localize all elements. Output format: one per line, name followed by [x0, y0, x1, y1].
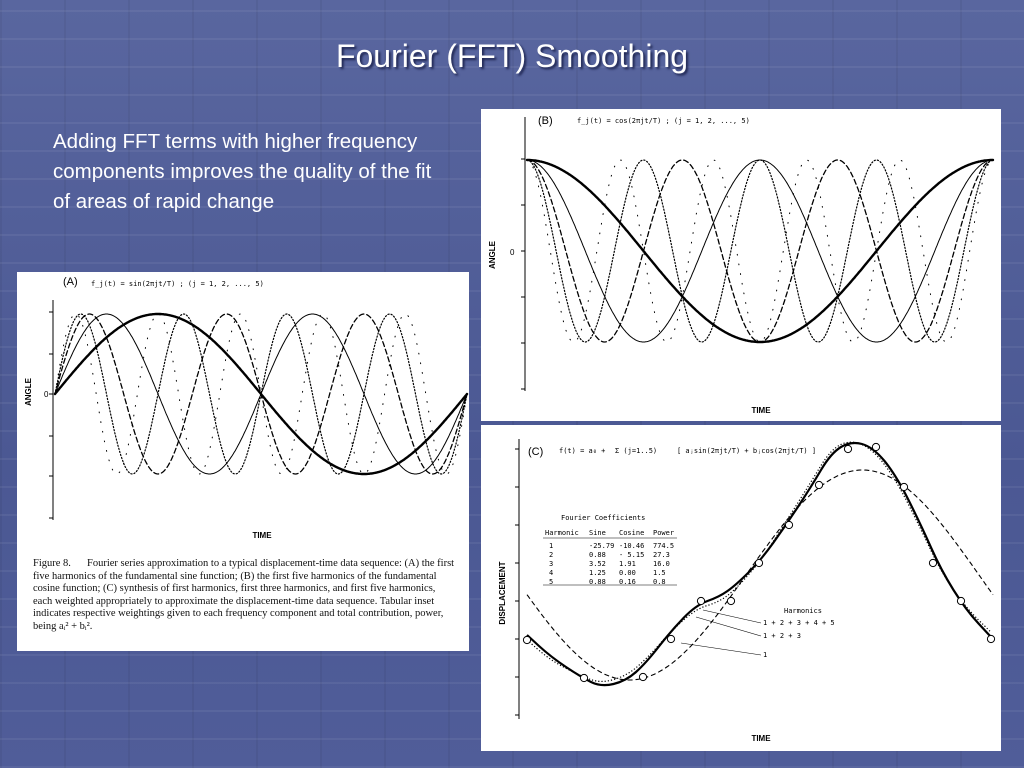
- panel-a-plot: (A) f_j(t) = sin(2πjt/T) ; (j = 1, 2, ..…: [24, 276, 469, 540]
- table-cell-2-0: 3: [549, 560, 553, 568]
- data-point-marker-2: [638, 672, 648, 682]
- data-point-marker-3: [666, 634, 676, 644]
- table-cell-3-2: 0.00: [619, 569, 636, 577]
- panel-a-harmonic-5: [54, 313, 468, 475]
- figure-panel-c: (C) f(t) = a₀ + Σ (j=1..5) [ aⱼsin(2πjt/…: [481, 425, 1001, 751]
- table-cell-3-0: 4: [549, 569, 553, 577]
- panel-c-curves: [522, 441, 996, 687]
- data-point-marker-0: [522, 635, 532, 645]
- table-cell-0-2: -10.46: [619, 542, 644, 550]
- table-header-1: Sine: [589, 529, 606, 537]
- panel-b-harmonic-4: [526, 159, 994, 343]
- panel-b-curves: [525, 158, 995, 344]
- panel-a-ytick-zero: 0: [44, 390, 49, 399]
- data-point-marker-5: [726, 596, 736, 606]
- table-cell-4-0: 5: [549, 578, 553, 586]
- panel-a-y-ticks: [49, 311, 53, 519]
- table-header-3: Power: [653, 529, 674, 537]
- table-header-0: Harmonic: [545, 529, 579, 537]
- panel-b-label: (B): [538, 115, 553, 127]
- table-cell-2-3: 16.0: [653, 560, 670, 568]
- data-point-marker-9: [843, 444, 853, 454]
- panel-a-xlabel: TIME: [252, 531, 272, 540]
- panel-b-ytick-zero: 0: [510, 248, 515, 257]
- data-point-marker-14: [986, 634, 996, 644]
- panel-b-y-ticks: [521, 158, 525, 390]
- table-cell-1-0: 2: [549, 551, 553, 559]
- table-title: Fourier Coefficients: [561, 514, 645, 522]
- slide-body-text: Adding FFT terms with higher frequency c…: [53, 130, 432, 213]
- panel-c-formula-sum: Σ (j=1..5): [615, 447, 657, 455]
- data-point-marker-13: [956, 596, 966, 606]
- table-cell-4-3: 0.8: [653, 578, 666, 586]
- synthesis-five-harmonics: [526, 441, 992, 687]
- table-cell-3-1: 1.25: [589, 569, 606, 577]
- data-point-marker-12: [928, 558, 938, 568]
- panel-b-ylabel: ANGLE: [488, 240, 497, 269]
- table-cell-4-1: 0.88: [589, 578, 606, 586]
- data-point-marker-7: [784, 520, 794, 530]
- panel-b-xlabel: TIME: [751, 406, 771, 415]
- harmonics-label-3: 1 + 2 + 3: [763, 632, 801, 640]
- data-point-marker-4: [696, 596, 706, 606]
- panel-b-harmonic-2: [526, 159, 994, 343]
- panel-c-xlabel: TIME: [751, 734, 771, 743]
- leader-line-1: [680, 642, 762, 656]
- panel-a-label: (A): [63, 276, 78, 288]
- table-cell-2-2: 1.91: [619, 560, 636, 568]
- coefficients-table: Fourier Coefficients Harmonic Sine Cosine P…: [543, 514, 677, 586]
- table-cell-0-1: -25.79: [589, 542, 614, 550]
- leader-line-3: [695, 616, 762, 637]
- slide-title: Fourier (FFT) Smoothing: [335, 38, 689, 74]
- data-point-marker-10: [871, 442, 881, 452]
- harmonics-label-5: 1 + 2 + 3 + 4 + 5: [763, 619, 835, 627]
- table-cell-1-2: - 5.15: [619, 551, 644, 559]
- figure-panel-b: (B) f_j(t) = cos(2πjt/T) ; (j = 1, 2, ..…: [481, 109, 1001, 421]
- table-cell-4-2: 0.16: [619, 578, 636, 586]
- panel-b-formula: f_j(t) = cos(2πjt/T) ; (j = 1, 2, ..., 5…: [577, 117, 750, 125]
- panel-b-harmonic-3: [526, 159, 994, 343]
- table-cell-0-0: 1: [549, 542, 553, 550]
- panel-a-ylabel: ANGLE: [24, 377, 33, 406]
- table-cell-1-1: 0.88: [589, 551, 606, 559]
- panel-c-plot: (C) f(t) = a₀ + Σ (j=1..5) [ aⱼsin(2πjt/…: [498, 439, 996, 743]
- table-cell-3-3: 1.5: [653, 569, 666, 577]
- panel-b-plot: (B) f_j(t) = cos(2πjt/T) ; (j = 1, 2, ..…: [488, 115, 995, 415]
- figure-caption: Figure 8. Fourier series approximation to…: [33, 558, 457, 634]
- panel-c-formula-rhs: [ aⱼsin(2πjt/T) + bⱼcos(2πjt/T) ]: [677, 447, 816, 455]
- panel-a-curves: [53, 312, 469, 476]
- panel-b-harmonic-5: [526, 159, 994, 343]
- data-point-marker-11: [899, 482, 909, 492]
- data-point-marker-6: [754, 558, 764, 568]
- caption-label: Figure 8.: [33, 558, 71, 569]
- caption-text: Fourier series approximation to a typica…: [33, 558, 455, 632]
- table-cell-1-3: 27.3: [653, 551, 670, 559]
- table-body: Harmonic Sine Cosine Power 1 -25.79 -10.46 774.…: [543, 529, 677, 586]
- panel-c-formula-lhs: f(t) = a₀ +: [559, 447, 605, 455]
- table-cell-2-1: 3.52: [589, 560, 606, 568]
- panel-a-harmonic-4: [54, 313, 468, 475]
- data-point-marker-8: [814, 480, 824, 490]
- table-cell-0-3: 774.5: [653, 542, 674, 550]
- data-point-marker-1: [579, 673, 589, 683]
- panel-a-formula: f_j(t) = sin(2πjt/T) ; (j = 1, 2, ..., 5…: [91, 280, 264, 288]
- leader-line-5: [702, 609, 762, 624]
- figure-panel-a: (A) f_j(t) = sin(2πjt/T) ; (j = 1, 2, ..…: [17, 272, 469, 651]
- panel-c-label: (C): [528, 446, 543, 458]
- panel-b-harmonic-1: [525, 158, 995, 344]
- panel-c-y-ticks: [515, 448, 519, 716]
- harmonics-label-1: 1: [763, 651, 767, 659]
- synthesis-first-harmonic: [526, 469, 994, 681]
- table-header-2: Cosine: [619, 529, 644, 537]
- panel-c-ylabel: DISPLACEMENT: [498, 561, 507, 624]
- harmonics-title: Harmonics: [784, 607, 822, 615]
